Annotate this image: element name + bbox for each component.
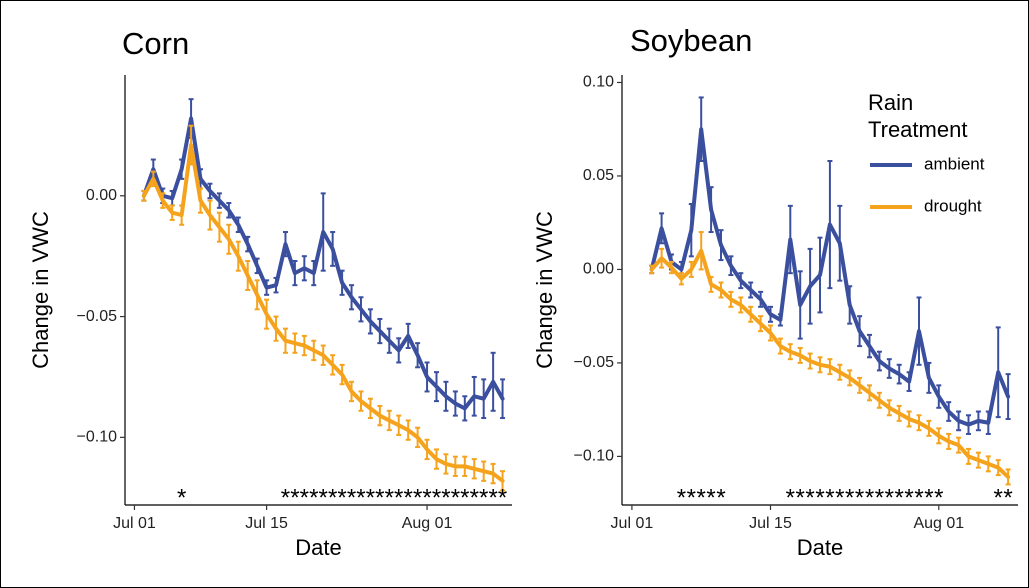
significance-marker: * — [875, 484, 884, 511]
significance-marker: * — [716, 484, 725, 511]
significance-marker: * — [934, 484, 943, 511]
significance-marker: * — [451, 484, 460, 511]
significance-marker: * — [895, 484, 904, 511]
significance-marker: * — [432, 484, 441, 511]
significance-marker: * — [177, 484, 186, 511]
significance-marker: * — [300, 484, 309, 511]
x-tick-label: Jul 15 — [245, 515, 288, 532]
x-axis-title: Date — [295, 535, 341, 560]
significance-marker: * — [422, 484, 431, 511]
y-tick-label: 0.00 — [583, 261, 614, 278]
y-tick-label: 0.10 — [583, 74, 614, 91]
significance-marker: * — [347, 484, 356, 511]
significance-marker: * — [904, 484, 913, 511]
significance-marker: * — [319, 484, 328, 511]
y-tick-label: −0.05 — [574, 354, 615, 371]
significance-marker: * — [697, 484, 706, 511]
significance-marker: * — [441, 484, 450, 511]
significance-marker: * — [687, 484, 696, 511]
significance-marker: * — [488, 484, 497, 511]
y-tick-label: 0.05 — [583, 167, 614, 184]
y-tick-label: −0.05 — [77, 308, 118, 325]
significance-marker: * — [1003, 484, 1012, 511]
significance-marker: * — [855, 484, 864, 511]
y-tick-label: 0.00 — [86, 187, 117, 204]
significance-marker: * — [366, 484, 375, 511]
y-tick-label: −0.10 — [574, 448, 615, 465]
significance-marker: * — [403, 484, 412, 511]
significance-marker: * — [835, 484, 844, 511]
legend-title-box: Rain Treatment — [868, 90, 968, 142]
significance-marker: * — [815, 484, 824, 511]
significance-marker: * — [786, 484, 795, 511]
x-tick-label: Jul 15 — [749, 515, 792, 532]
x-tick-label: Jul 01 — [611, 515, 654, 532]
significance-marker: * — [309, 484, 318, 511]
legend-title: Rain Treatment — [868, 90, 968, 142]
x-axis-title: Date — [797, 535, 843, 560]
series-line — [141, 116, 505, 411]
legend-label: drought — [924, 196, 982, 215]
x-tick-label: Aug 01 — [913, 515, 964, 532]
significance-marker: * — [677, 484, 686, 511]
legend-label: ambient — [924, 154, 985, 173]
chart-title: Soybean — [630, 23, 752, 58]
significance-marker: * — [337, 484, 346, 511]
significance-marker: * — [845, 484, 854, 511]
significance-marker: * — [375, 484, 384, 511]
significance-marker: * — [394, 484, 403, 511]
significance-marker: * — [470, 484, 479, 511]
significance-marker: * — [865, 484, 874, 511]
significance-marker: * — [290, 484, 299, 511]
significance-marker: * — [885, 484, 894, 511]
significance-marker: * — [994, 484, 1003, 511]
significance-marker: * — [706, 484, 715, 511]
significance-marker: * — [498, 484, 507, 511]
series-line — [141, 143, 505, 483]
y-axis-title: Change in VWC — [28, 211, 53, 369]
x-tick-label: Jul 01 — [113, 515, 156, 532]
significance-marker: * — [281, 484, 290, 511]
significance-marker: * — [825, 484, 834, 511]
x-tick-label: Aug 01 — [402, 515, 453, 532]
chart-title: Corn — [122, 26, 189, 61]
series-line — [649, 127, 1011, 427]
series-line — [649, 248, 1011, 479]
significance-marker: * — [413, 484, 422, 511]
significance-marker: * — [385, 484, 394, 511]
y-axis-title: Change in VWC — [532, 211, 557, 369]
significance-marker: * — [356, 484, 365, 511]
significance-marker: * — [460, 484, 469, 511]
significance-marker: * — [805, 484, 814, 511]
significance-marker: * — [914, 484, 923, 511]
significance-marker: * — [328, 484, 337, 511]
significance-marker: * — [924, 484, 933, 511]
y-tick-label: −0.10 — [77, 429, 118, 446]
significance-marker: * — [796, 484, 805, 511]
significance-marker: * — [479, 484, 488, 511]
